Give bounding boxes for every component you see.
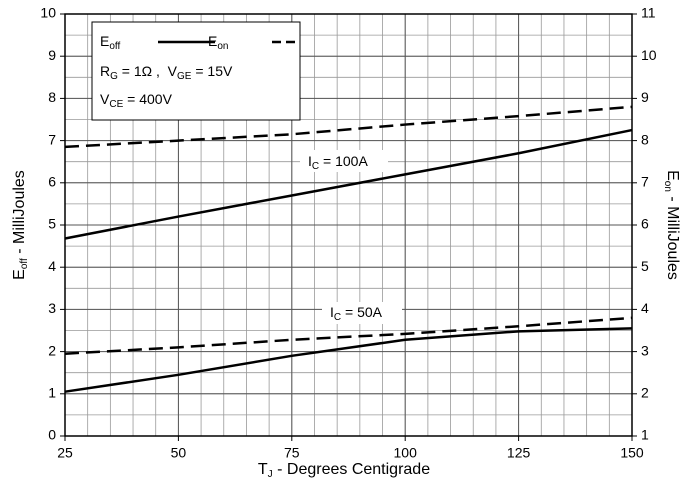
y2-tick-label: 1: [641, 427, 649, 443]
y-tick-label: 6: [48, 174, 56, 190]
y-tick-label: 1: [48, 385, 56, 401]
y2-tick-label: 10: [641, 47, 657, 63]
y-tick-label: 2: [48, 342, 56, 358]
subscript: C: [334, 312, 341, 323]
y-tick-label: 9: [48, 47, 56, 63]
text-part: - MilliJoules: [11, 170, 28, 258]
y2-tick-label: 8: [641, 131, 649, 147]
y2-tick-label: 2: [641, 385, 649, 401]
y-tick-label: 8: [48, 89, 56, 105]
annotation: IC = 100A: [308, 153, 368, 172]
text-part: E: [208, 33, 217, 49]
legend-box: [91, 21, 301, 121]
x-tick-label: 125: [507, 445, 531, 461]
y-tick-label: 10: [40, 5, 56, 21]
subscript: C: [312, 161, 319, 172]
subscript: GE: [177, 71, 192, 82]
annotation-background: [322, 302, 402, 324]
legend-label: Eoff: [100, 33, 121, 52]
text-part: E: [100, 33, 109, 49]
y2-tick-label: 6: [641, 216, 649, 232]
subscript: on: [217, 41, 228, 52]
text-part: = 100A: [319, 153, 368, 169]
text-part: - Degrees Centigrade: [273, 461, 431, 478]
legend-text: RG = 1Ω , VGE = 15V: [100, 63, 233, 82]
text-part: = 1Ω , V: [118, 63, 178, 79]
subscript: CE: [109, 99, 123, 110]
text-part: = 50A: [341, 304, 383, 320]
y2-axis-label: Eon - MilliJoules: [662, 170, 680, 280]
text-part: V: [100, 91, 110, 107]
text-part: E: [11, 269, 28, 280]
subscript: off: [19, 258, 30, 269]
y-tick-label: 4: [48, 258, 56, 274]
x-axis-label: TJ - Degrees Centigrade: [258, 461, 430, 479]
text-part: T: [258, 461, 268, 478]
x-tick-label: 75: [284, 445, 300, 461]
text-part: R: [100, 63, 110, 79]
x-tick-label: 50: [171, 445, 187, 461]
y-tick-label: 7: [48, 131, 56, 147]
subscript: G: [110, 71, 118, 82]
y-tick-label: 5: [48, 216, 56, 232]
y2-tick-label: 7: [641, 174, 649, 190]
legend-label: Eon: [208, 33, 228, 52]
text-part: I: [308, 153, 312, 169]
x-tick-label: 150: [620, 445, 644, 461]
subscript: off: [109, 41, 120, 52]
y2-tick-label: 3: [641, 342, 649, 358]
annotation-background: [300, 150, 388, 172]
x-tick-label: 25: [57, 445, 73, 461]
series-line: [64, 105, 633, 149]
plot: [64, 105, 633, 393]
y-tick-label: 0: [48, 427, 56, 443]
text-part: - MilliJoules: [664, 192, 681, 280]
text-part: = 15V: [191, 63, 233, 79]
y2-tick-label: 11: [641, 5, 656, 21]
text-part: = 400V: [123, 91, 172, 107]
series-line: [64, 128, 633, 240]
y2-tick-label: 9: [641, 89, 649, 105]
legend-text: VCE = 400V: [100, 91, 173, 110]
y-axis-label: Eoff - MilliJoules: [11, 170, 29, 280]
y2-tick-label: 5: [641, 258, 649, 274]
x-tick-label: 100: [394, 445, 418, 461]
text-part: I: [330, 304, 334, 320]
annotation: IC = 50A: [330, 304, 383, 323]
y2-tick-label: 4: [641, 300, 649, 316]
series-line: [64, 327, 633, 393]
series-line: [64, 316, 633, 355]
text-part: E: [664, 170, 681, 181]
subscript: on: [662, 181, 673, 192]
y-tick-label: 3: [48, 300, 56, 316]
subscript: J: [268, 469, 273, 480]
